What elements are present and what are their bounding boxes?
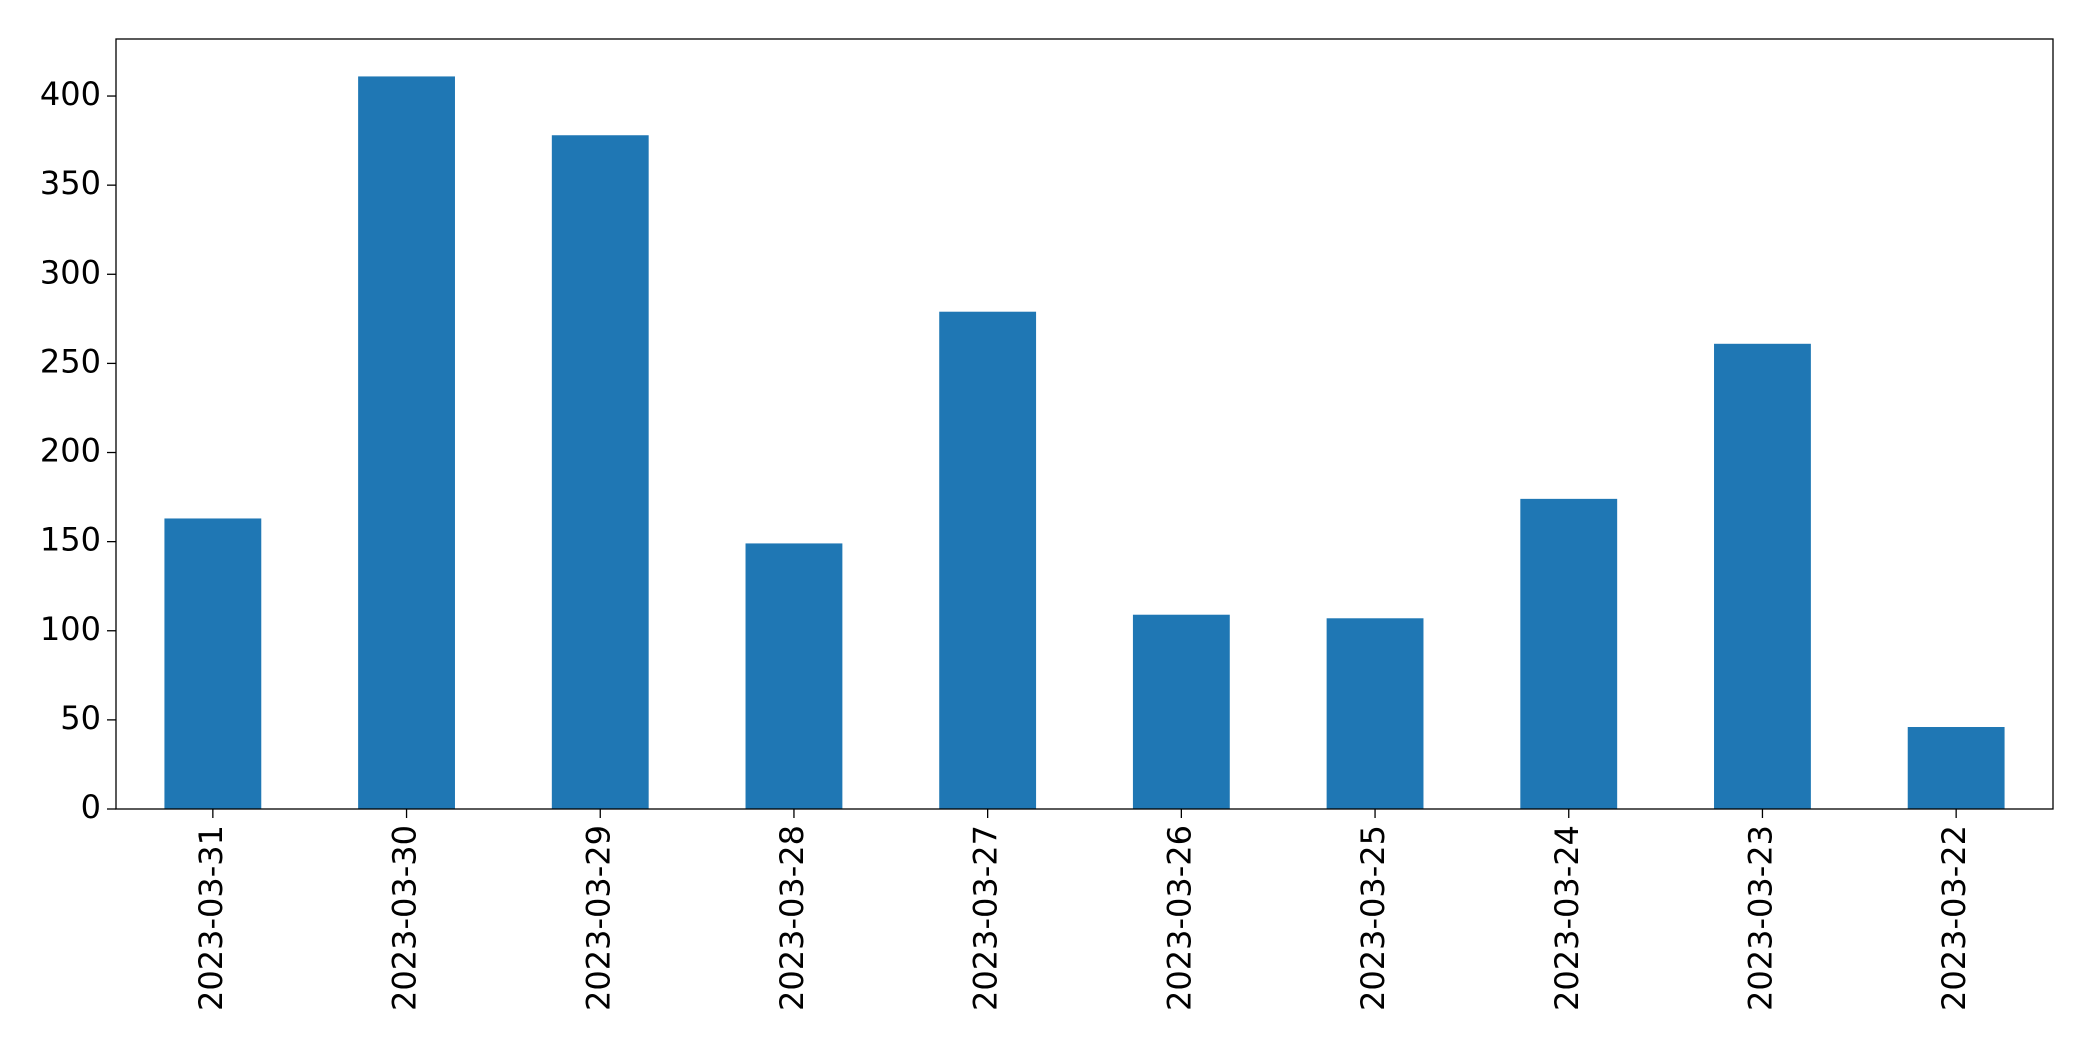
plot-frame [115, 38, 2054, 810]
bar [1714, 343, 1811, 809]
bar [745, 543, 843, 809]
y-tick-label: 0 [81, 788, 101, 826]
bar [1326, 618, 1424, 809]
y-tick-label: 200 [40, 432, 101, 470]
y-tick-label: 350 [40, 164, 101, 202]
bar [358, 76, 455, 810]
y-tick-label: 50 [60, 699, 101, 737]
bar [1520, 498, 1618, 809]
x-tick-label: 2023-03-23 [1741, 825, 1779, 1011]
bar [939, 311, 1037, 809]
bar [1132, 614, 1230, 809]
x-tick-label: 2023-03-22 [1935, 825, 1973, 1011]
x-tick-label: 2023-03-28 [773, 825, 811, 1011]
x-tick-label: 2023-03-25 [1354, 825, 1392, 1011]
y-tick-label: 150 [40, 521, 101, 559]
bar [164, 518, 262, 809]
x-tick-label: 2023-03-26 [1160, 825, 1198, 1011]
x-tick-label: 2023-03-31 [192, 825, 230, 1011]
x-tick-label: 2023-03-29 [579, 825, 617, 1011]
x-tick-label: 2023-03-27 [967, 825, 1005, 1011]
x-tick-label: 2023-03-30 [386, 825, 424, 1011]
y-tick-label: 100 [40, 610, 101, 648]
y-tick-label: 250 [40, 342, 101, 380]
bar [1907, 727, 2005, 809]
bar [551, 135, 649, 809]
y-tick-label: 400 [40, 75, 101, 113]
y-tick-label: 300 [40, 253, 101, 291]
x-tick-label: 2023-03-24 [1548, 825, 1586, 1011]
